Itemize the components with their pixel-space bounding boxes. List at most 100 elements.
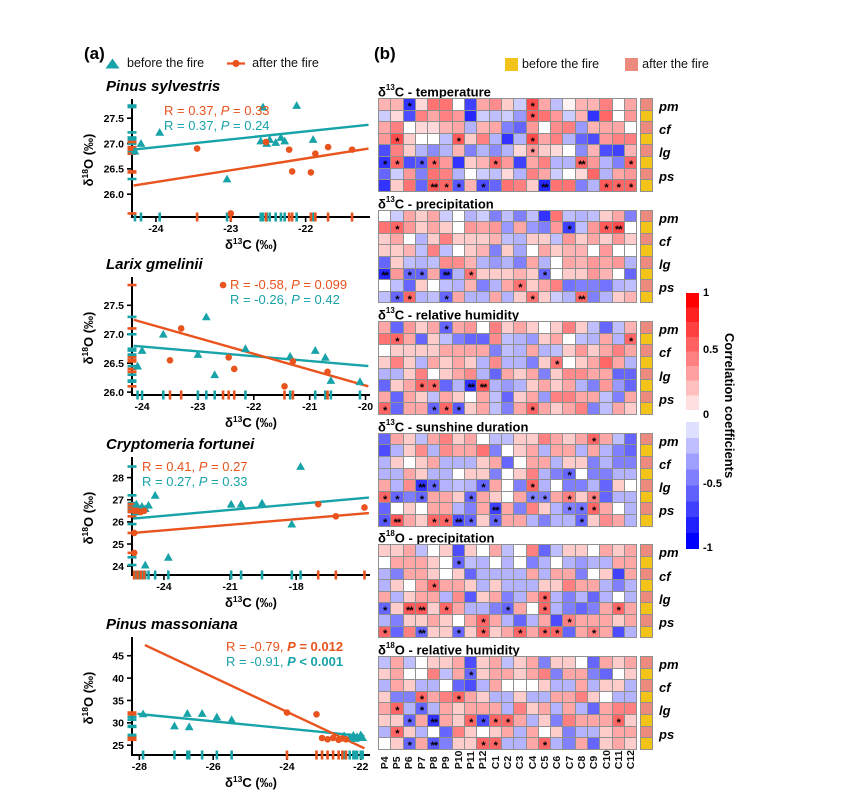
heatmap-cell: * (403, 99, 415, 112)
heatmap-title: δ13C - precipitation (378, 194, 494, 211)
column-label-C4: C4 (526, 755, 539, 770)
heatmap-cell (477, 556, 489, 568)
y-tick-label: 25 (112, 740, 124, 752)
significance-star: * (432, 381, 436, 394)
heatmap-cell (403, 122, 415, 133)
heatmap-grid: ******************** (378, 209, 638, 305)
heatmap-cell (379, 668, 391, 680)
heatmap-cell (526, 556, 538, 568)
significance-star: * (542, 493, 547, 506)
heatmap-cell (575, 145, 588, 156)
x-tick-label: -21 (222, 581, 237, 593)
after-fire-indicator (641, 591, 652, 603)
heatmap-cell (379, 122, 391, 133)
heatmap-cell (465, 738, 477, 749)
scatter-point-after (177, 325, 185, 332)
heatmap-cell (575, 657, 588, 668)
plot-title: Cryptomeria fortunei (106, 436, 255, 453)
plot-title: Pinus sylvestris (106, 78, 221, 95)
heatmap-cell (477, 668, 489, 680)
heatmap-cell (588, 180, 600, 191)
scatter-point-before (257, 498, 267, 507)
heatmap-cell (452, 356, 465, 368)
heatmap-cell (452, 603, 465, 614)
scatter-point-after (289, 358, 297, 365)
heatmap-cell (624, 514, 637, 526)
heatmap-cell (379, 391, 391, 403)
heatmap-cell (428, 491, 440, 503)
significance-star: * (579, 505, 584, 518)
heatmap-cell: * (415, 691, 428, 705)
heatmap-cell (612, 668, 624, 680)
heatmap-cell (403, 680, 415, 691)
heatmap-cell (612, 556, 624, 568)
heatmap-cell (440, 668, 452, 680)
significance-star: * (407, 270, 412, 283)
heatmap-cell (415, 568, 428, 580)
heatmap-cell (538, 122, 551, 133)
significance-star: * (395, 728, 399, 741)
heatmap-cell: * (428, 403, 440, 417)
heatmap-cell (489, 99, 501, 110)
significance-star: * (530, 405, 535, 418)
heatmap-cell (575, 256, 588, 268)
heatmap-cell (600, 280, 612, 291)
heatmap-cell (526, 345, 538, 356)
heatmap-cell (624, 556, 637, 568)
heatmap-cell (428, 703, 440, 714)
heatmap-cell (477, 580, 489, 591)
heatmap-cell (624, 491, 637, 503)
heatmap-cell (514, 514, 526, 526)
heatmap-cell (588, 222, 600, 233)
heatmap-cell: * (600, 180, 612, 193)
heatmap-cell: * (612, 180, 624, 193)
heatmap-cell (428, 256, 440, 268)
heatmap-cell (612, 268, 624, 280)
significance-star: * (555, 628, 559, 641)
heatmap-cell (575, 368, 588, 380)
heatmap-cell (501, 480, 514, 491)
heatmap-cell (477, 403, 489, 414)
heatmap-cell: * (526, 480, 538, 493)
heatmap-cell (391, 245, 403, 256)
scatter-point-before (285, 351, 295, 360)
heatmap-cell (477, 168, 489, 180)
heatmap-cell (452, 168, 465, 180)
heatmap-cell (452, 245, 465, 256)
heatmap-cell (600, 133, 612, 145)
heatmap-cell (575, 210, 588, 222)
heatmap-cell (440, 368, 452, 380)
heatmap-cell (501, 245, 514, 256)
heatmap-cell (563, 156, 575, 168)
heatmap-cell (379, 714, 391, 726)
significance-star: * (419, 493, 424, 506)
heatmap-cell (440, 391, 452, 403)
heatmap-cell: * (415, 156, 428, 170)
scatter-point-after (313, 711, 320, 718)
significance-star: * (395, 223, 399, 236)
heatmap-cell (612, 691, 624, 703)
before-fire-indicator (641, 156, 652, 168)
heatmap-cell (440, 333, 452, 345)
heatmap-cell (428, 391, 440, 403)
heatmap-cell (391, 268, 403, 280)
heatmap-cell (428, 280, 440, 291)
heatmap-cell (452, 714, 465, 726)
heatmap-cell (563, 433, 575, 445)
heatmap-cell (379, 703, 391, 714)
heatmap-cell (391, 603, 403, 614)
heatmap-cell: * (624, 333, 637, 347)
heatmap-cell: * (489, 156, 501, 170)
x-tick-label: -20 (358, 401, 373, 413)
heatmap-cell (551, 345, 563, 356)
significance-star: * (518, 281, 522, 294)
after-fire-indicator (641, 545, 652, 556)
heatmap-cell (526, 691, 538, 703)
heatmap-cell (465, 433, 477, 445)
heatmap-cell (501, 380, 514, 391)
heatmap-cell (440, 445, 452, 456)
heatmap-cell (563, 322, 575, 333)
heatmap-cell (514, 222, 526, 233)
scatter-point-before (130, 146, 140, 155)
scatter-point-after (324, 143, 332, 151)
